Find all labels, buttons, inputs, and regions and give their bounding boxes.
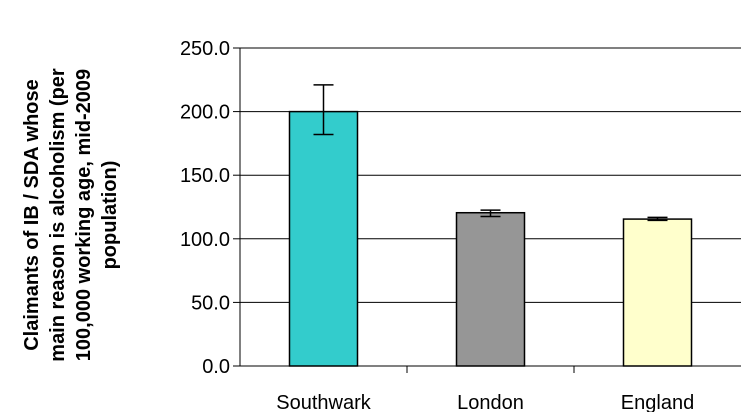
y-tick-labels: 0.0 50.0 100.0 150.0 200.0 250.0 [180,38,230,378]
category-label-southwark: Southwark [276,392,371,412]
category-label-london: London [457,392,524,412]
y-axis-title-line-3: 100,000 working age, mid-2009 [73,69,95,361]
category-labels: Southwark London England [276,392,694,412]
y-tick-label: 150.0 [180,165,230,187]
bar-england [622,218,693,367]
bar-southwark [288,110,359,367]
y-tick-label: 100.0 [180,229,230,251]
y-axis-title-line-2: main reason is alcoholism (per [47,68,69,362]
y-axis-title-line-4: population) [99,161,121,270]
y-axis-title-line-1: Claimants of IB / SDA whose [21,79,43,351]
error-bars [313,84,668,222]
y-tick-label: 250.0 [180,38,230,60]
bar-london [455,211,526,367]
y-axis-title: Claimants of IB / SDA whose main reason … [21,68,121,362]
category-label-england: England [621,392,694,412]
y-tick-label: 0.0 [202,356,230,378]
axes [233,47,741,373]
y-tick-label: 50.0 [191,292,230,314]
y-tick-label: 200.0 [180,102,230,124]
bars [288,110,693,367]
